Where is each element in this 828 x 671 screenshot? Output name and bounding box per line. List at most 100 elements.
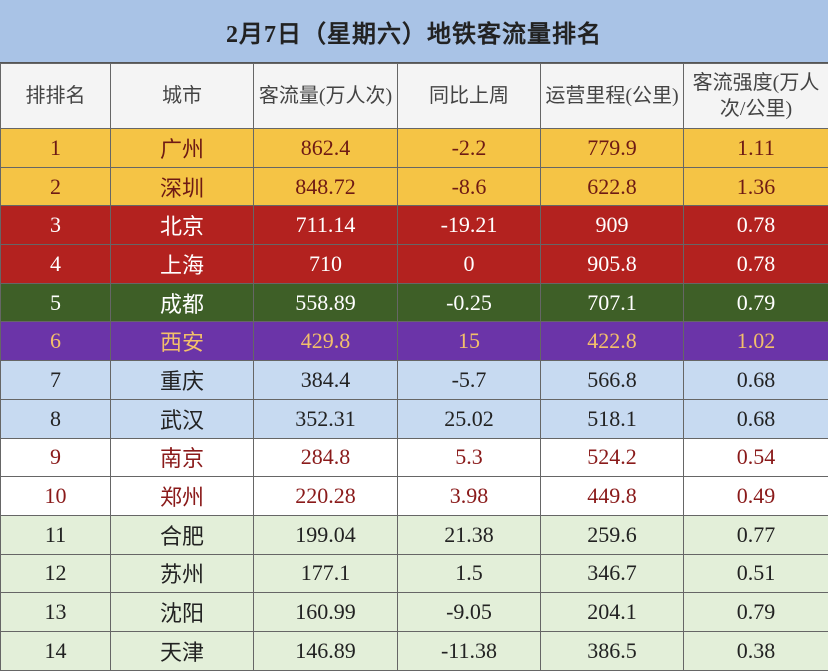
table-cell: 905.8 [540,244,684,284]
header-cell: 城市 [110,63,254,129]
table-cell: 12 [0,553,111,594]
table-cell: 622.8 [540,166,684,207]
table-row: 2 深圳 848.72 -8.6 622.8 1.36 [0,166,828,207]
table-cell: 1 [0,128,111,168]
table-cell: 449.8 [540,476,684,516]
table-cell: 710 [253,244,398,284]
table-cell: 429.8 [253,321,398,362]
table-cell: 0.79 [683,282,828,323]
table-cell: 2 [0,166,111,207]
table-cell: 4 [0,244,111,284]
table-cell: 沈阳 [110,592,254,632]
table-cell: 郑州 [110,476,254,516]
table-cell: 284.8 [253,437,398,478]
header-cell: 客流强度(万人次/公里) [683,63,828,129]
table-cell: 25.02 [397,398,541,439]
table-row: 12 苏州 177.1 1.5 346.7 0.51 [0,553,828,594]
table-cell: 合肥 [110,514,254,555]
table-cell: 武汉 [110,398,254,439]
table-cell: 146.89 [253,630,398,671]
table-cell: 10 [0,476,111,516]
table-row: 13 沈阳 160.99 -9.05 204.1 0.79 [0,592,828,632]
table-cell: 518.1 [540,398,684,439]
table-cell: 1.02 [683,321,828,362]
table-cell: -11.38 [397,630,541,671]
table-cell: 15 [397,321,541,362]
table-cell: 0.68 [683,360,828,400]
table-row: 5 成都 558.89 -0.25 707.1 0.79 [0,282,828,323]
table-cell: 5 [0,282,111,323]
table-row: 8 武汉 352.31 25.02 518.1 0.68 [0,398,828,439]
header-cell: 客流量(万人次) [253,63,398,129]
table-cell: 0.38 [683,630,828,671]
table-cell: -8.6 [397,166,541,207]
table-cell: 11 [0,514,111,555]
table-row: 4 上海 710 0 905.8 0.78 [0,244,828,284]
table-cell: 0.77 [683,514,828,555]
table-cell: 707.1 [540,282,684,323]
table-cell: 北京 [110,205,254,246]
table-cell: 346.7 [540,553,684,594]
table-cell: 苏州 [110,553,254,594]
table-cell: 成都 [110,282,254,323]
table-cell: 862.4 [253,128,398,168]
table-cell: 5.3 [397,437,541,478]
table-cell: 386.5 [540,630,684,671]
table-title: 2月7日（星期六）地铁客流量排名 [0,0,828,63]
table-row: 14 天津 146.89 -11.38 386.5 0.38 [0,630,828,671]
header-cell: 同比上周 [397,63,541,129]
table-cell: 3.98 [397,476,541,516]
table-cell: 558.89 [253,282,398,323]
table-cell: 8 [0,398,111,439]
table-cell: 天津 [110,630,254,671]
table-cell: 0.51 [683,553,828,594]
table-cell: 0 [397,244,541,284]
table-cell: 6 [0,321,111,362]
table-cell: 21.38 [397,514,541,555]
table-cell: 0.49 [683,476,828,516]
table-cell: 779.9 [540,128,684,168]
table-cell: 0.78 [683,205,828,246]
table-cell: 南京 [110,437,254,478]
table-cell: 0.79 [683,592,828,632]
table-cell: -9.05 [397,592,541,632]
table-cell: 1.5 [397,553,541,594]
table-cell: 上海 [110,244,254,284]
table-cell: 566.8 [540,360,684,400]
table-cell: -0.25 [397,282,541,323]
table-cell: 160.99 [253,592,398,632]
table-cell: 524.2 [540,437,684,478]
table-cell: 3 [0,205,111,246]
table-cell: 广州 [110,128,254,168]
header-cell: 排排名 [0,63,111,129]
table-cell: 深圳 [110,166,254,207]
table-cell: 0.54 [683,437,828,478]
table-cell: 14 [0,630,111,671]
table-cell: 848.72 [253,166,398,207]
table-cell: -5.7 [397,360,541,400]
table-cell: 0.78 [683,244,828,284]
table-cell: 1.36 [683,166,828,207]
table-row: 1 广州 862.4 -2.2 779.9 1.11 [0,128,828,168]
table-cell: 177.1 [253,553,398,594]
table-row: 7 重庆 384.4 -5.7 566.8 0.68 [0,360,828,400]
table-cell: 220.28 [253,476,398,516]
table-cell: 384.4 [253,360,398,400]
table-cell: 7 [0,360,111,400]
table-cell: 1.11 [683,128,828,168]
table-cell: 西安 [110,321,254,362]
table-cell: 13 [0,592,111,632]
header-cell: 运营里程(公里) [540,63,684,129]
table-cell: 711.14 [253,205,398,246]
table-cell: 352.31 [253,398,398,439]
table-row: 11 合肥 199.04 21.38 259.6 0.77 [0,514,828,555]
table-cell: 204.1 [540,592,684,632]
table-cell: 422.8 [540,321,684,362]
table-row: 3 北京 711.14 -19.21 909 0.78 [0,205,828,246]
table-cell: 259.6 [540,514,684,555]
header-row: 排排名 城市 客流量(万人次) 同比上周 运营里程(公里) 客流强度(万人次/公里) [0,63,828,129]
table-row: 6 西安 429.8 15 422.8 1.02 [0,321,828,362]
table-cell: 0.68 [683,398,828,439]
table-cell: -2.2 [397,128,541,168]
